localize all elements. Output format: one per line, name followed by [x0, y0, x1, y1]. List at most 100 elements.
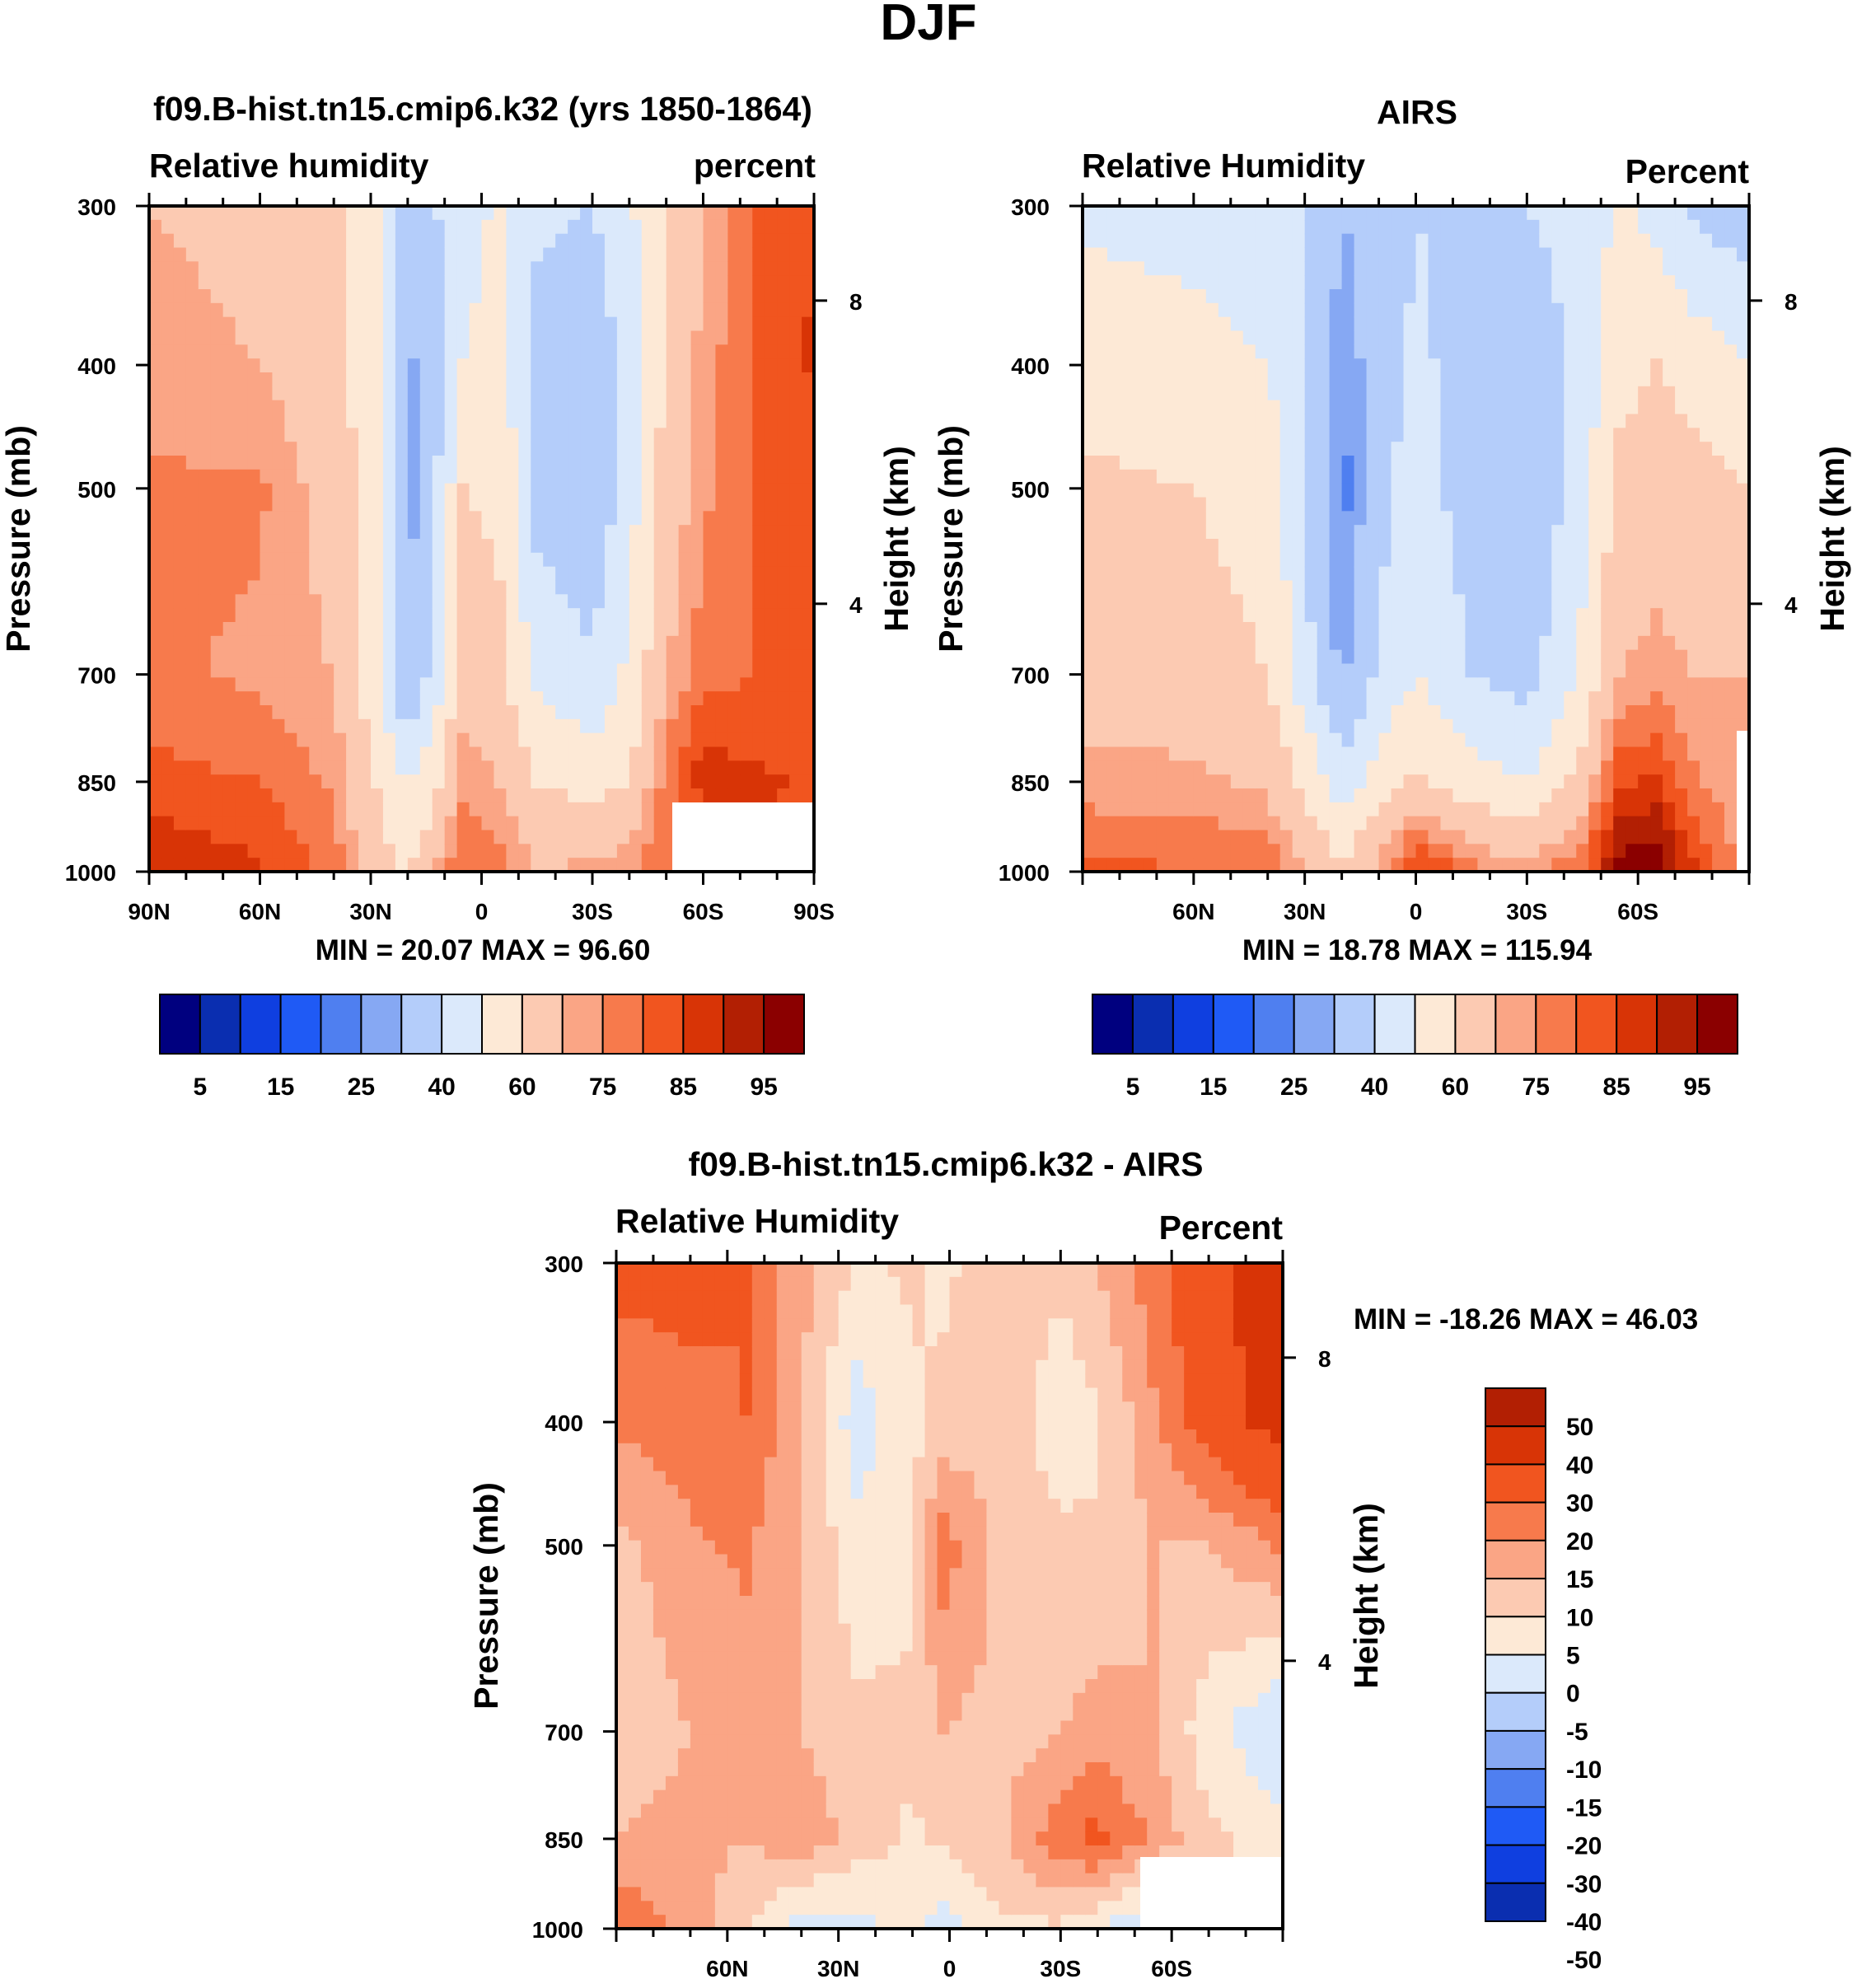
- contour-cell: [1156, 233, 1170, 249]
- contour-cell: [765, 718, 778, 734]
- contour-cell: [1514, 663, 1527, 678]
- contour-cell: [1613, 663, 1626, 678]
- contour-cell: [1242, 511, 1256, 526]
- contour-cell: [1131, 233, 1145, 249]
- contour-cell: [1440, 802, 1454, 817]
- contour-cell: [1502, 816, 1515, 831]
- contour-cell: [765, 302, 778, 318]
- contour-cell: [297, 330, 310, 345]
- contour-cell: [469, 414, 483, 428]
- contour-cell: [272, 233, 285, 249]
- contour-cell: [1329, 261, 1343, 276]
- contour-cell: [580, 386, 593, 401]
- contour-cell: [185, 788, 199, 803]
- contour-cell: [1588, 802, 1602, 817]
- contour-cell: [1638, 718, 1651, 734]
- contour-cell: [1527, 233, 1540, 249]
- contour-cell: [765, 663, 778, 678]
- contour-cell: [1304, 289, 1318, 304]
- contour-cell: [752, 594, 765, 609]
- contour-cell: [1391, 802, 1405, 817]
- contour-cell: [789, 760, 802, 775]
- contour-cell: [765, 289, 778, 304]
- contour-cell: [752, 330, 765, 345]
- contour-cell: [1539, 261, 1552, 276]
- contour-cell: [222, 302, 236, 318]
- contour-cell: [1292, 206, 1306, 221]
- contour-cell: [568, 718, 581, 734]
- contour-cell: [1601, 386, 1614, 401]
- contour-cell: [1218, 594, 1232, 609]
- contour-cell: [1119, 746, 1133, 761]
- contour-cell: [260, 705, 274, 720]
- contour-cell: [444, 316, 458, 332]
- contour-cell: [1613, 275, 1626, 290]
- contour-cell: [235, 511, 249, 526]
- contour-cell: [149, 539, 162, 554]
- contour-cell: [161, 456, 175, 470]
- contour-cell: [173, 469, 187, 484]
- contour-cell: [185, 746, 199, 761]
- contour-cell: [1625, 386, 1639, 401]
- contour-cell: [1181, 330, 1195, 345]
- contour-cell: [1539, 206, 1552, 221]
- contour-cell: [752, 275, 765, 290]
- contour-cell: [1601, 400, 1614, 415]
- contour-cell: [653, 552, 667, 568]
- contour-cell: [1144, 608, 1158, 623]
- contour-cell: [444, 844, 458, 858]
- contour-cell: [765, 497, 778, 512]
- contour-cell: [1317, 289, 1331, 304]
- contour-cell: [1477, 608, 1490, 623]
- contour-cell: [678, 691, 692, 706]
- contour-cell: [382, 525, 396, 540]
- contour-cell: [395, 830, 409, 844]
- contour-cell: [1119, 289, 1133, 304]
- contour-cell: [469, 774, 483, 789]
- contour-cell: [371, 456, 384, 470]
- contour-cell: [1279, 691, 1293, 706]
- contour-cell: [1650, 511, 1663, 526]
- contour-cell: [727, 316, 741, 332]
- contour-cell: [444, 275, 458, 290]
- contour-cell: [1564, 552, 1577, 568]
- contour-cell: [382, 483, 396, 498]
- contour-cell: [1440, 372, 1454, 387]
- contour-cell: [1168, 247, 1182, 262]
- contour-cell: [690, 622, 704, 637]
- contour-cell: [641, 774, 655, 789]
- contour-cell: [1131, 552, 1145, 568]
- contour-cell: [1440, 386, 1454, 401]
- contour-cell: [1267, 705, 1281, 720]
- contour-cell: [1304, 456, 1318, 470]
- contour-cell: [235, 414, 249, 428]
- contour-cell: [789, 511, 802, 526]
- contour-cell: [198, 372, 212, 387]
- contour-cell: [1650, 330, 1663, 345]
- contour-cell: [1539, 469, 1552, 484]
- contour-cell: [1156, 663, 1170, 678]
- contour-cell: [666, 289, 680, 304]
- contour-cell: [592, 428, 606, 442]
- contour-cell: [1255, 760, 1269, 775]
- contour-cell: [419, 816, 433, 831]
- contour-cell: [1415, 580, 1429, 595]
- contour-cell: [752, 566, 765, 582]
- contour-cell: [1144, 289, 1158, 304]
- contour-cell: [592, 858, 606, 872]
- contour-cell: [568, 649, 581, 665]
- contour-cell: [690, 774, 704, 789]
- contour-cell: [727, 525, 741, 540]
- contour-cell: [1428, 261, 1442, 276]
- contour-cell: [1317, 746, 1331, 761]
- contour-cell: [765, 552, 778, 568]
- contour-cell: [1391, 344, 1405, 359]
- contour-cell: [703, 206, 717, 221]
- contour-cell: [1156, 622, 1170, 637]
- contour-cell: [1193, 316, 1207, 332]
- contour-cell: [727, 400, 741, 415]
- contour-cell: [703, 233, 717, 249]
- contour-cell: [1440, 830, 1454, 844]
- contour-cell: [235, 732, 249, 748]
- contour-cell: [1304, 732, 1318, 748]
